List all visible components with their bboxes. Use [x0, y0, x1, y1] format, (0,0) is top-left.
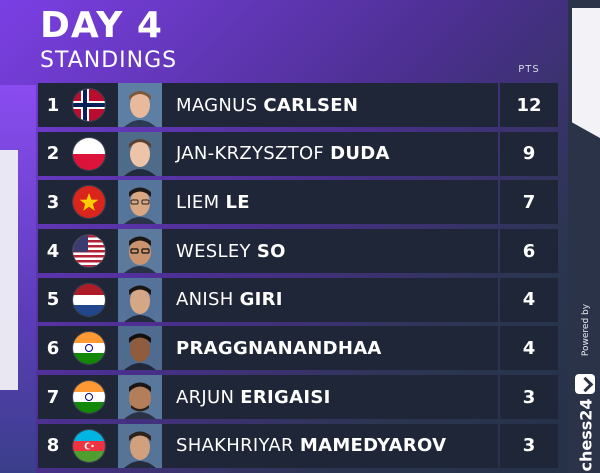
- player-cell: 6 PRAGGNANANDHAA: [38, 326, 498, 371]
- points-value: 7: [500, 180, 558, 225]
- standings-row: 8 SHAKHRIYAR MAMEDYAROV 3: [38, 423, 560, 468]
- player-last-name: MAMEDYAROV: [299, 435, 447, 457]
- standings-row: 7 ARJUN ERIGAISI 3: [38, 375, 560, 420]
- player-name: ARJUN ERIGAISI: [176, 387, 331, 408]
- rank-number: 7: [46, 386, 60, 408]
- player-first-name: LIEM: [176, 191, 226, 213]
- usa-flag-icon: [72, 234, 106, 269]
- player-last-name: ERIGAISI: [240, 386, 331, 408]
- brand-name: chess24: [576, 398, 596, 472]
- points-value: 6: [500, 229, 558, 274]
- player-photo: [118, 131, 162, 176]
- india-flag-icon: [72, 331, 106, 366]
- player-cell: 8 SHAKHRIYAR MAMEDYAROV: [38, 423, 498, 468]
- player-cell: 7 ARJUN ERIGAISI: [38, 375, 498, 420]
- standings-table: 1 MAGNUS CARLSEN 12 2 JAN-KRZYSZTOF DUDA…: [38, 83, 560, 473]
- powered-by-label: Powered by: [572, 300, 600, 360]
- rank-number: 3: [46, 191, 60, 213]
- rank-number: 1: [46, 94, 60, 116]
- chess24-logo-icon: [575, 374, 595, 394]
- azerbaijan-flag-icon: [72, 428, 106, 463]
- player-name: SHAKHRIYAR MAMEDYAROV: [176, 435, 446, 456]
- player-cell: 2 JAN-KRZYSZTOF DUDA: [38, 131, 498, 176]
- player-name: PRAGGNANANDHAA: [176, 338, 382, 359]
- standings-row: 6 PRAGGNANANDHAA 4: [38, 326, 560, 371]
- standings-row: 4 WESLEY SO 6: [38, 229, 560, 274]
- player-cell: 5 ANISH GIRI: [38, 277, 498, 322]
- left-white-bar: [0, 150, 18, 390]
- player-name: MAGNUS CARLSEN: [176, 95, 358, 116]
- points-value: 4: [500, 277, 558, 322]
- player-name: JAN-KRZYSZTOF DUDA: [176, 143, 390, 164]
- player-first-name: MAGNUS: [176, 94, 264, 116]
- rank-number: 8: [46, 435, 60, 457]
- points-value: 9: [500, 131, 558, 176]
- player-photo: [118, 375, 162, 420]
- player-last-name: SO: [256, 240, 286, 262]
- poland-flag-icon: [72, 136, 106, 171]
- page-subtitle: STANDINGS: [40, 48, 178, 73]
- standings-row: 2 JAN-KRZYSZTOF DUDA 9: [38, 131, 560, 176]
- player-photo: [118, 229, 162, 274]
- norway-flag-icon: [72, 88, 106, 122]
- player-photo: [118, 180, 162, 225]
- player-first-name: ANISH: [176, 289, 240, 311]
- points-value: 3: [500, 375, 558, 420]
- points-value: 4: [500, 326, 558, 371]
- player-last-name: GIRI: [239, 289, 283, 311]
- player-cell: 1 MAGNUS CARLSEN: [38, 83, 498, 127]
- rank-number: 5: [46, 289, 60, 311]
- points-value: 3: [500, 423, 558, 468]
- player-last-name: PRAGGNANANDHAA: [176, 337, 382, 359]
- points-value: 12: [500, 83, 558, 127]
- points-column-header: PTS: [518, 64, 540, 75]
- player-cell: 3 LIEM LE: [38, 180, 498, 225]
- standings-row: 5 ANISH GIRI 4: [38, 277, 560, 322]
- player-name: LIEM LE: [176, 192, 250, 213]
- player-first-name: ARJUN: [176, 386, 241, 408]
- brand-label: chess24: [572, 398, 600, 472]
- standings-row: 3 LIEM LE 7: [38, 180, 560, 225]
- player-last-name: LE: [225, 191, 250, 213]
- player-photo: [118, 83, 162, 127]
- player-name: WESLEY SO: [176, 241, 286, 262]
- player-last-name: CARLSEN: [263, 94, 359, 116]
- player-photo: [118, 423, 162, 468]
- netherlands-flag-icon: [72, 282, 106, 317]
- standings-row: 1 MAGNUS CARLSEN 12: [38, 83, 560, 127]
- right-white-tab: [572, 8, 600, 138]
- player-name: ANISH GIRI: [176, 289, 283, 310]
- rank-number: 4: [46, 240, 60, 262]
- vietnam-flag-icon: [72, 185, 106, 220]
- player-last-name: DUDA: [330, 143, 390, 165]
- rank-number: 6: [46, 337, 60, 359]
- rank-number: 2: [46, 143, 60, 165]
- player-first-name: SHAKHRIYAR: [176, 435, 300, 457]
- page-title: DAY 4: [40, 5, 163, 46]
- player-first-name: WESLEY: [176, 240, 257, 262]
- player-cell: 4 WESLEY SO: [38, 229, 498, 274]
- player-photo: [118, 326, 162, 371]
- player-first-name: JAN-KRZYSZTOF: [176, 143, 331, 165]
- powered-by-text: Powered by: [581, 303, 591, 357]
- player-photo: [118, 277, 162, 322]
- india-flag-icon: [72, 380, 106, 415]
